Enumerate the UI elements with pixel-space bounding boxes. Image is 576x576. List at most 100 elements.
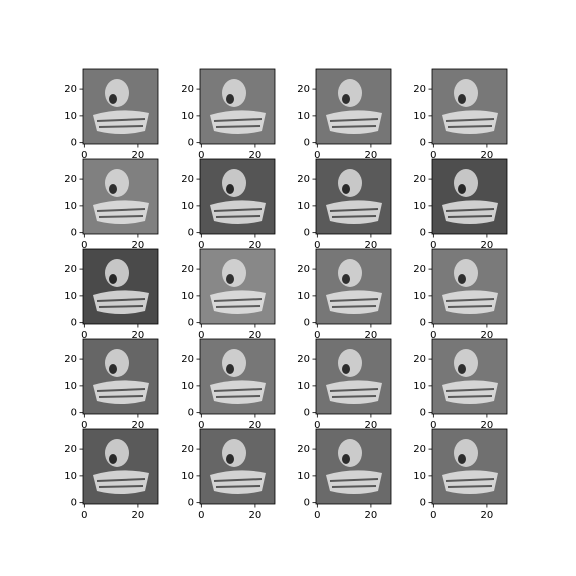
axes-frame: [315, 248, 392, 325]
x-tick-label: 0: [81, 510, 87, 521]
axes-frame: [199, 68, 276, 145]
y-tick-label: 10: [413, 471, 426, 482]
y-tick-label: 0: [71, 498, 77, 509]
image-stroke: [226, 454, 234, 464]
x-tick-label: 0: [81, 150, 87, 161]
y-tick-label: 0: [71, 138, 77, 149]
x-tick-label: 20: [365, 510, 378, 521]
image-stroke: [326, 470, 382, 494]
x-tick-label: 20: [249, 420, 262, 431]
image-stroke: [445, 298, 495, 308]
image-stroke: [326, 200, 382, 224]
image-stroke: [445, 208, 495, 218]
x-tick-label: 20: [365, 240, 378, 251]
y-tick-label: 0: [304, 228, 310, 239]
axes-frame: [82, 428, 159, 505]
image-content: [93, 259, 149, 314]
y-tick-label: 20: [181, 444, 194, 455]
x-tick-label: 0: [198, 150, 204, 161]
image-stroke: [458, 184, 466, 194]
image-stroke: [213, 298, 263, 308]
image-stroke: [342, 364, 350, 374]
y-tick-label: 10: [64, 201, 77, 212]
image-stroke: [226, 274, 234, 284]
y-tick-label: 20: [413, 84, 426, 95]
y-tick-label: 0: [420, 138, 426, 149]
x-tick-label: 0: [430, 510, 436, 521]
axes-frame: [315, 428, 392, 505]
y-tick-label: 20: [297, 264, 310, 275]
y-tick-label: 10: [64, 111, 77, 122]
image-content: [93, 439, 149, 494]
image-stroke: [338, 349, 362, 377]
image-stroke: [338, 169, 362, 197]
image-stroke: [445, 478, 495, 488]
image-stroke: [222, 169, 246, 197]
image-stroke: [93, 290, 149, 314]
y-tick-label: 20: [413, 444, 426, 455]
x-tick-label: 20: [249, 330, 262, 341]
image-stroke: [329, 388, 379, 398]
image-stroke: [442, 380, 498, 404]
image-content: [93, 79, 149, 134]
y-tick-label: 10: [64, 381, 77, 392]
image-stroke: [213, 118, 263, 128]
x-tick-label: 20: [249, 150, 262, 161]
image-content: [326, 349, 382, 404]
image-stroke: [222, 79, 246, 107]
axes-frame: [315, 338, 392, 415]
x-tick-label: 0: [430, 330, 436, 341]
y-tick-label: 0: [304, 498, 310, 509]
image-stroke: [329, 118, 379, 128]
y-tick-label: 20: [64, 84, 77, 95]
image-content: [442, 259, 498, 314]
y-tick-label: 20: [297, 354, 310, 365]
y-tick-label: 10: [181, 381, 194, 392]
x-tick-label: 20: [481, 240, 494, 251]
y-tick-label: 0: [304, 138, 310, 149]
image-stroke: [454, 349, 478, 377]
y-tick-label: 20: [413, 264, 426, 275]
y-tick-label: 0: [71, 228, 77, 239]
y-tick-label: 20: [297, 84, 310, 95]
y-tick-label: 0: [71, 318, 77, 329]
x-tick-label: 20: [132, 420, 145, 431]
image-stroke: [210, 380, 266, 404]
axes-frame: [82, 248, 159, 325]
image-stroke: [93, 110, 149, 134]
image-content: [326, 259, 382, 314]
image-content: [210, 79, 266, 134]
y-tick-label: 20: [181, 84, 194, 95]
x-tick-label: 0: [81, 330, 87, 341]
image-stroke: [96, 478, 146, 488]
y-tick-label: 0: [188, 408, 194, 419]
image-stroke: [105, 79, 129, 107]
y-tick-label: 10: [413, 111, 426, 122]
image-stroke: [445, 118, 495, 128]
image-stroke: [93, 380, 149, 404]
image-stroke: [338, 259, 362, 287]
x-tick-label: 20: [249, 510, 262, 521]
y-tick-label: 10: [297, 471, 310, 482]
x-tick-label: 0: [314, 420, 320, 431]
y-tick-label: 20: [297, 174, 310, 185]
image-content: [326, 169, 382, 224]
x-tick-label: 20: [481, 420, 494, 431]
x-tick-label: 20: [249, 240, 262, 251]
y-tick-label: 20: [297, 444, 310, 455]
image-content: [93, 349, 149, 404]
image-stroke: [109, 364, 117, 374]
y-tick-label: 10: [413, 201, 426, 212]
image-stroke: [105, 349, 129, 377]
y-tick-label: 10: [64, 471, 77, 482]
image-stroke: [210, 470, 266, 494]
axes-frame: [431, 428, 508, 505]
y-tick-label: 20: [181, 264, 194, 275]
image-stroke: [454, 79, 478, 107]
x-tick-label: 20: [481, 150, 494, 161]
image-stroke: [329, 208, 379, 218]
axes-frame: [199, 428, 276, 505]
image-content: [442, 349, 498, 404]
axes-frame: [199, 338, 276, 415]
x-tick-label: 20: [365, 330, 378, 341]
